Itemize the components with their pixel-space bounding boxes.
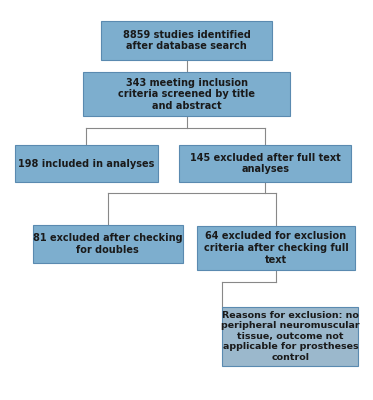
Text: Reasons for exclusion: no
peripheral neuromuscular
tissue, outcome not
applicabl: Reasons for exclusion: no peripheral neu… [221, 311, 360, 362]
Text: 198 included in analyses: 198 included in analyses [18, 158, 154, 168]
Text: 8859 studies identified
after database search: 8859 studies identified after database s… [123, 30, 250, 52]
Text: 145 excluded after full text
analyses: 145 excluded after full text analyses [190, 153, 341, 174]
FancyBboxPatch shape [197, 226, 355, 270]
FancyBboxPatch shape [179, 145, 351, 182]
FancyBboxPatch shape [222, 306, 358, 366]
FancyBboxPatch shape [101, 22, 272, 60]
FancyBboxPatch shape [83, 72, 290, 116]
Text: 81 excluded after checking
for doubles: 81 excluded after checking for doubles [33, 233, 182, 255]
Text: 343 meeting inclusion
criteria screened by title
and abstract: 343 meeting inclusion criteria screened … [118, 78, 255, 111]
Text: 64 excluded for exclusion
criteria after checking full
text: 64 excluded for exclusion criteria after… [204, 231, 348, 265]
FancyBboxPatch shape [15, 145, 158, 182]
FancyBboxPatch shape [32, 225, 183, 263]
